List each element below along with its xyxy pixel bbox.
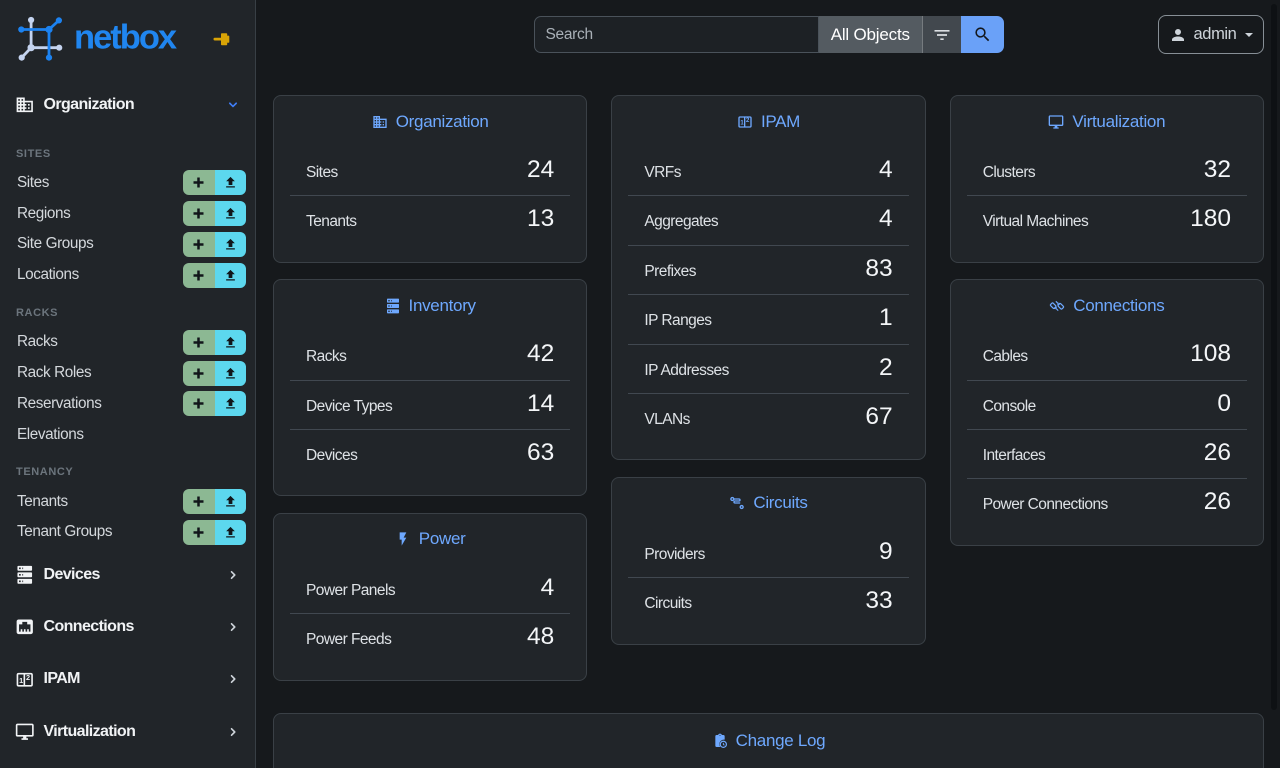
svg-text:1: 1 xyxy=(740,120,744,126)
svg-text:2: 2 xyxy=(26,672,30,681)
svg-text:1: 1 xyxy=(19,676,23,685)
svg-text:2: 2 xyxy=(746,118,750,124)
svg-text:netbox: netbox xyxy=(74,19,177,57)
